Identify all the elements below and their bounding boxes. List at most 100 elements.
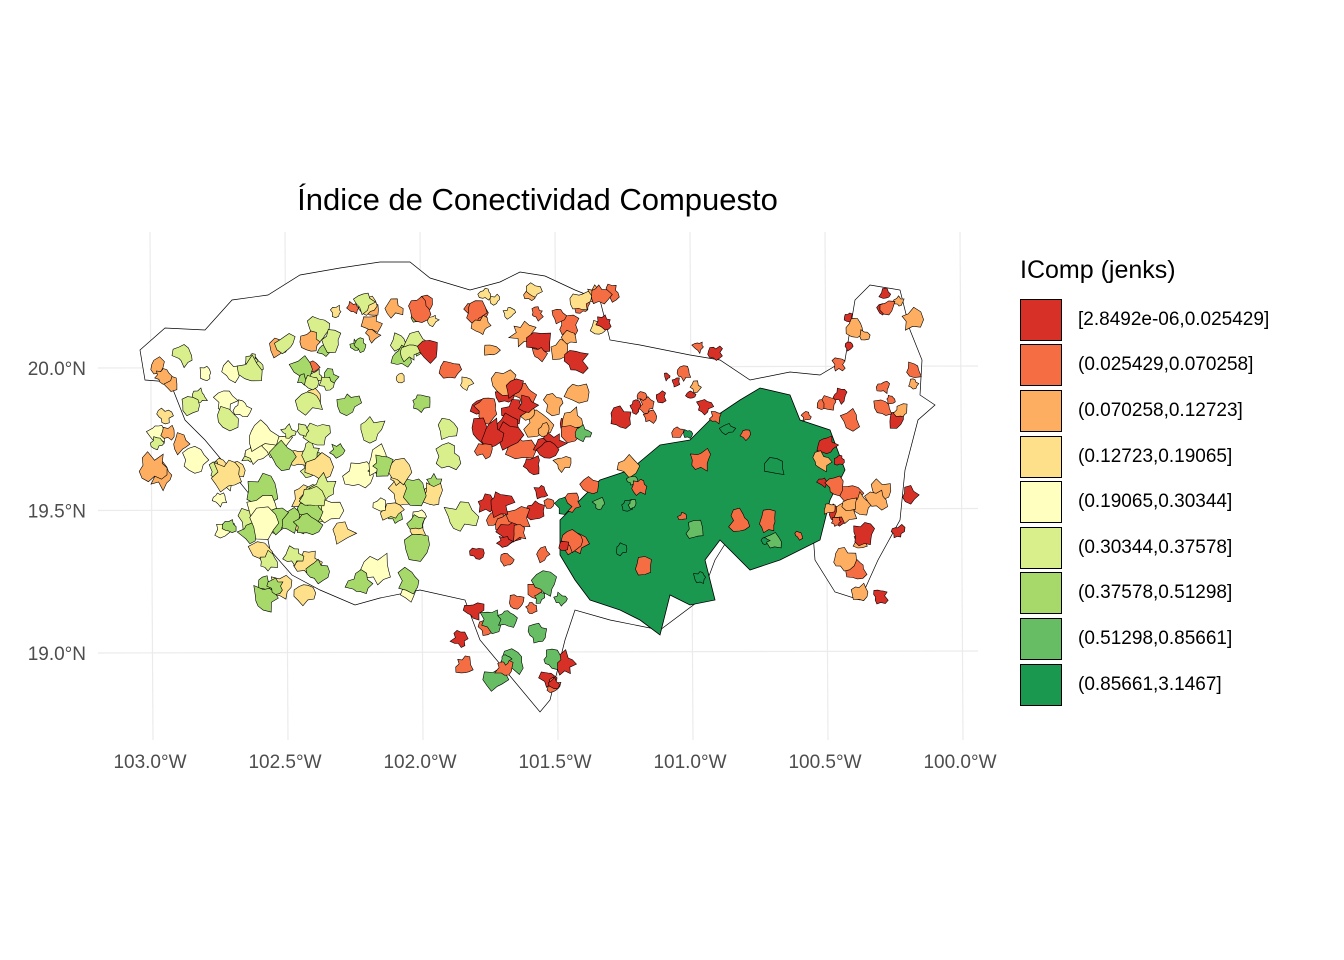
legend-swatch bbox=[1020, 617, 1062, 660]
patch-class-3 bbox=[824, 503, 836, 515]
patch-class-8 bbox=[543, 648, 562, 670]
legend-item: (0.025429,0.070258] bbox=[1020, 343, 1269, 389]
patch-class-5 bbox=[145, 425, 167, 443]
patch-class-3 bbox=[561, 406, 584, 428]
y-tick-label: 19.5°N bbox=[28, 502, 86, 523]
legend-label: (0.30344,0.37578] bbox=[1078, 536, 1233, 558]
patch-class-3 bbox=[154, 368, 173, 385]
legend-swatch bbox=[1020, 298, 1062, 341]
patch-class-1 bbox=[522, 455, 540, 476]
patch-class-1 bbox=[833, 454, 845, 466]
patch-class-2 bbox=[531, 306, 544, 322]
x-tick-label: 103.0°W bbox=[113, 752, 186, 773]
patch-class-1 bbox=[490, 491, 516, 519]
map-panel: 103.0°W 102.5°W 102.0°W 101.5°W 101.0°W 100.5… bbox=[28, 231, 997, 773]
patch-class-2 bbox=[839, 408, 860, 432]
patch-class-4 bbox=[477, 287, 491, 301]
patch-class-6 bbox=[360, 416, 386, 444]
habitat-patches bbox=[138, 282, 924, 693]
patch-class-3 bbox=[812, 450, 833, 473]
patch-class-6 bbox=[399, 344, 421, 363]
region-outline bbox=[139, 261, 936, 713]
map-title: Índice de Conectividad Compuesto bbox=[297, 182, 778, 217]
legend-label: (0.19065,0.30344] bbox=[1078, 491, 1233, 513]
patch-class-3 bbox=[908, 378, 920, 390]
patch-class-7 bbox=[344, 569, 374, 594]
patch-class-9 bbox=[615, 542, 628, 557]
legend-item: (0.070258,0.12723] bbox=[1020, 388, 1269, 434]
patch-class-2 bbox=[551, 308, 567, 325]
patch-class-2 bbox=[536, 546, 551, 564]
patch-class-1 bbox=[685, 390, 697, 399]
patch-class-1 bbox=[558, 541, 570, 551]
patch-class-2 bbox=[879, 300, 896, 316]
x-tick-label: 102.0°W bbox=[383, 752, 456, 773]
patch-class-4 bbox=[489, 293, 500, 306]
patch-class-1 bbox=[481, 417, 505, 450]
patch-class-6 bbox=[437, 417, 459, 440]
patch-class-2 bbox=[800, 411, 812, 422]
patch-class-2 bbox=[473, 397, 498, 425]
patch-class-1 bbox=[517, 394, 540, 413]
patch-class-8 bbox=[553, 591, 568, 607]
patch-class-1 bbox=[449, 630, 469, 648]
patch-class-6 bbox=[236, 354, 263, 382]
patch-class-5 bbox=[211, 492, 228, 508]
patch-class-7 bbox=[397, 566, 420, 595]
legend-swatch bbox=[1020, 663, 1062, 706]
patch-class-3 bbox=[864, 489, 888, 511]
legend-swatch bbox=[1020, 526, 1062, 569]
y-axis: 20.0°N 19.5°N 19.0°N bbox=[28, 359, 86, 665]
patch-class-2 bbox=[636, 391, 648, 401]
meridian-line bbox=[149, 231, 154, 741]
patch-class-3 bbox=[138, 451, 168, 483]
patch-class-2 bbox=[466, 300, 488, 327]
patch-class-2 bbox=[642, 409, 658, 424]
legend-label: (0.070258,0.12723] bbox=[1078, 399, 1243, 421]
patch-class-4 bbox=[395, 372, 405, 384]
patch-class-2 bbox=[579, 476, 600, 495]
y-tick-label: 20.0°N bbox=[28, 359, 86, 380]
patch-class-6 bbox=[296, 423, 310, 437]
x-tick-label: 102.5°W bbox=[248, 752, 321, 773]
patch-class-4 bbox=[525, 282, 543, 298]
patch-class-3 bbox=[850, 582, 869, 601]
legend-swatch bbox=[1020, 435, 1062, 478]
patch-class-3 bbox=[845, 317, 864, 338]
patch-class-1 bbox=[535, 440, 560, 459]
patch-class-1 bbox=[844, 341, 854, 352]
patch-class-1 bbox=[878, 287, 892, 299]
meridian-line bbox=[959, 231, 964, 741]
x-axis: 103.0°W 102.5°W 102.0°W 101.5°W 101.0°W 100.5… bbox=[113, 752, 996, 773]
patch-class-6 bbox=[321, 329, 342, 354]
patch-class-3 bbox=[543, 393, 564, 417]
patch-class-1 bbox=[563, 350, 589, 374]
patch-class-7 bbox=[401, 477, 427, 507]
patch-class-2 bbox=[500, 552, 515, 567]
patch-class-8 bbox=[479, 609, 508, 635]
patch-class-1 bbox=[671, 377, 681, 388]
patch-class-3 bbox=[841, 497, 858, 511]
patch-class-3 bbox=[616, 453, 641, 479]
patch-class-1 bbox=[853, 522, 875, 547]
patch-class-3 bbox=[689, 380, 702, 394]
patch-class-2 bbox=[560, 529, 584, 554]
patch-class-5 bbox=[221, 360, 241, 384]
patch-class-8 bbox=[574, 424, 593, 443]
patch-class-8 bbox=[530, 570, 557, 597]
patch-class-2 bbox=[504, 506, 531, 527]
patch-class-7 bbox=[412, 394, 431, 413]
legend-label: (0.12723,0.19065] bbox=[1078, 445, 1233, 467]
patch-class-9 bbox=[718, 423, 737, 436]
patch-class-2 bbox=[821, 395, 837, 411]
patch-class-8 bbox=[527, 622, 548, 644]
patch-class-9 bbox=[693, 571, 706, 584]
patch-class-5 bbox=[249, 506, 280, 540]
patch-class-2 bbox=[543, 498, 555, 509]
legend-label: (0.85661,3.1467] bbox=[1078, 673, 1222, 695]
patch-class-2 bbox=[509, 594, 525, 610]
patch-class-2 bbox=[759, 508, 776, 534]
patch-class-1 bbox=[462, 602, 485, 621]
patch-class-7 bbox=[328, 443, 346, 459]
patch-class-6 bbox=[443, 501, 480, 532]
